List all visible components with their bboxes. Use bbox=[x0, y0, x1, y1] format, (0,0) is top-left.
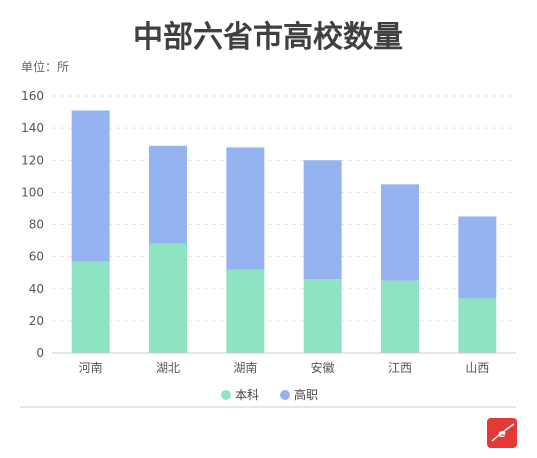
y-tick-label: 60 bbox=[29, 250, 44, 264]
x-tick-label: 湖南 bbox=[233, 360, 257, 375]
bar-江西-高职[interactable] bbox=[381, 184, 419, 281]
bar-山西-高职[interactable] bbox=[458, 216, 497, 299]
x-tick-label: 江西 bbox=[388, 361, 412, 375]
y-tick-label: 100 bbox=[21, 185, 44, 199]
bar-安徽-高职[interactable] bbox=[303, 160, 342, 280]
y-tick-label: 160 bbox=[21, 89, 44, 103]
y-tick-label: 80 bbox=[29, 218, 44, 232]
y-tick-label: 40 bbox=[29, 282, 44, 296]
x-tick-label: 湖北 bbox=[156, 360, 180, 375]
bar-江西-本科[interactable] bbox=[381, 280, 419, 353]
legend-label[interactable]: 高职 bbox=[294, 387, 318, 402]
svg-text:e: e bbox=[498, 427, 506, 440]
chart-title: 中部六省市高校数量 bbox=[133, 20, 403, 55]
bar-河南-高职[interactable] bbox=[71, 110, 110, 262]
x-tick-label: 山西 bbox=[465, 361, 489, 375]
legend: 本科 高职 bbox=[221, 387, 318, 402]
logo-icon: e bbox=[487, 418, 517, 448]
bar-湖北-高职[interactable] bbox=[149, 145, 187, 244]
bar-安徽-本科[interactable] bbox=[303, 279, 342, 353]
bars bbox=[71, 110, 497, 353]
bar-湖北-本科[interactable] bbox=[149, 243, 187, 353]
x-tick-label: 河南 bbox=[79, 360, 103, 375]
y-tick-label: 20 bbox=[29, 314, 44, 328]
bar-河南-本科[interactable] bbox=[71, 261, 110, 353]
bar-湖南-高职[interactable] bbox=[226, 147, 265, 270]
unit-label: 单位：所 bbox=[21, 59, 69, 74]
bar-山西-本科[interactable] bbox=[458, 298, 497, 353]
y-tick-label: 120 bbox=[21, 153, 44, 167]
y-axis-ticks: 0 20 40 60 80 100 120 140 160 bbox=[21, 89, 44, 360]
x-tick-label: 安徽 bbox=[311, 360, 335, 375]
y-tick-label: 0 bbox=[36, 346, 44, 360]
legend-label[interactable]: 本科 bbox=[235, 388, 259, 402]
bar-湖南-本科[interactable] bbox=[226, 269, 265, 353]
legend-marker[interactable] bbox=[280, 390, 290, 400]
gridlines bbox=[52, 95, 516, 322]
y-tick-label: 140 bbox=[21, 121, 44, 135]
x-axis-ticks: 河南 湖北 湖南 安徽 江西 山西 bbox=[79, 360, 490, 375]
legend-marker[interactable] bbox=[221, 390, 231, 400]
